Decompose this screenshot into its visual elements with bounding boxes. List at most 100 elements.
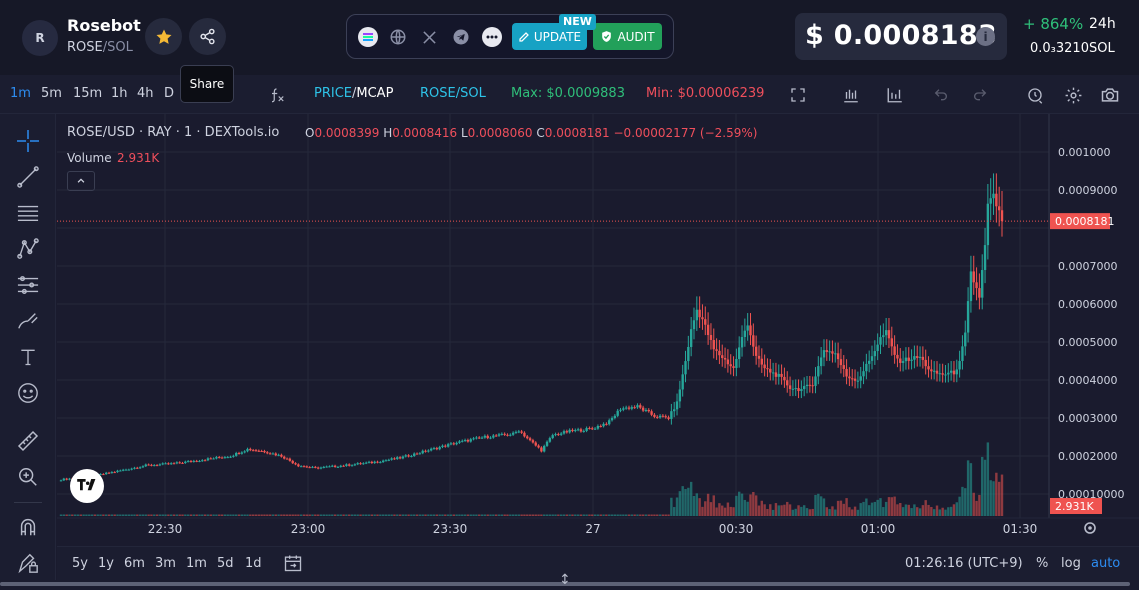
crosshair-icon[interactable]	[15, 128, 41, 154]
price-chart[interactable]: 0.001000 0.0009000 0.0007000 0.0006000 0.000…	[57, 114, 1139, 546]
indicators-icon[interactable]	[267, 84, 289, 106]
emoji-icon[interactable]	[15, 380, 41, 406]
collapse-legend-button[interactable]	[67, 171, 95, 191]
candle-body	[684, 361, 687, 375]
volume-bar	[240, 514, 244, 516]
update-button[interactable]: UPDATE	[512, 23, 587, 50]
volume-bar	[884, 501, 888, 516]
info-icon[interactable]: i	[976, 27, 995, 46]
candle-body	[102, 474, 105, 476]
text-icon[interactable]	[15, 344, 41, 370]
candle-body	[172, 463, 176, 465]
candle-body	[158, 464, 162, 466]
resize-handle-icon[interactable]: ↕	[559, 572, 571, 588]
volume-bar	[511, 514, 515, 516]
auto-toggle[interactable]: auto	[1091, 556, 1121, 571]
candle-body	[438, 447, 441, 450]
volume-bar	[656, 514, 659, 516]
volume-bar	[574, 514, 577, 516]
solana-icon[interactable]	[358, 27, 378, 47]
telegram-icon[interactable]	[451, 27, 471, 47]
candle-body	[138, 467, 142, 469]
trend-line-icon[interactable]	[15, 164, 41, 190]
candle-body	[526, 436, 529, 439]
timeframe-5m[interactable]: 5m	[41, 86, 62, 101]
timeframe-d[interactable]: D	[164, 86, 175, 101]
volume-bar	[153, 514, 156, 516]
candle-body	[503, 433, 506, 435]
candle-body	[989, 198, 992, 204]
volume-bar	[184, 514, 187, 516]
volume-bar	[633, 514, 636, 516]
settings-icon[interactable]	[1062, 84, 1084, 106]
candle-body	[712, 340, 715, 350]
pattern-icon[interactable]	[15, 236, 41, 262]
timeframe-1m[interactable]: 1m	[10, 86, 31, 101]
bar-chart-icon[interactable]	[884, 84, 906, 106]
fullscreen-icon[interactable]	[787, 84, 809, 106]
volume-bar	[769, 504, 772, 516]
range-1d[interactable]: 1d	[245, 556, 262, 571]
candle-body	[424, 450, 427, 452]
pair-toggle[interactable]: ROSE/SOL	[420, 86, 486, 101]
globe-icon[interactable]	[388, 27, 408, 47]
brush-icon[interactable]	[15, 308, 41, 334]
volume-bar	[161, 514, 164, 516]
fib-lines-icon[interactable]	[15, 200, 41, 226]
projection-icon[interactable]	[15, 272, 41, 298]
share-button[interactable]	[189, 18, 226, 55]
more-icon[interactable]	[482, 27, 502, 47]
goto-date-icon[interactable]	[283, 553, 303, 577]
volume-bar	[127, 514, 131, 516]
horizontal-scrollbar[interactable]: ↕	[0, 572, 1139, 590]
volume-bar	[517, 514, 520, 516]
timeframe-4h[interactable]: 4h	[137, 86, 154, 101]
open-key: O	[305, 126, 315, 140]
axis-settings-icon[interactable]	[1084, 522, 1096, 534]
favorite-button[interactable]	[145, 18, 182, 55]
volume-bar	[675, 497, 679, 516]
range-1m[interactable]: 1m	[186, 556, 207, 571]
clock-timezone[interactable]: 01:26:16 (UTC+9)	[905, 556, 1023, 571]
alert-icon[interactable]	[1024, 84, 1046, 106]
range-6m[interactable]: 6m	[124, 556, 145, 571]
scrollbar-track[interactable]	[0, 582, 1130, 586]
update-label: UPDATE	[533, 29, 582, 44]
tradingview-logo[interactable]	[70, 469, 104, 503]
volume-bar	[229, 514, 232, 516]
volume-bar	[212, 514, 215, 516]
percent-toggle[interactable]: %	[1036, 556, 1049, 571]
volume-bar	[865, 498, 868, 516]
candle-body	[585, 428, 588, 431]
undo-icon[interactable]	[930, 84, 952, 106]
candle-body	[268, 453, 272, 455]
candle-body	[308, 467, 311, 469]
price-mcap-toggle[interactable]: PRICE/MCAP	[314, 86, 393, 101]
candle-body	[667, 417, 670, 419]
volume-bar	[608, 514, 611, 516]
lock-drawing-icon[interactable]	[15, 550, 41, 576]
timeframe-1h[interactable]: 1h	[111, 86, 128, 101]
candle-body	[280, 454, 283, 457]
candles-icon[interactable]	[840, 84, 862, 106]
price-axis[interactable]: 0.001000 0.0009000 0.0007000 0.0006000 0.000…	[1058, 146, 1124, 501]
log-toggle[interactable]: log	[1061, 556, 1081, 571]
x-twitter-icon[interactable]	[419, 27, 439, 47]
chart-canvas[interactable]: 0.0010000.00090000.00070000.00060000.000…	[57, 114, 1139, 546]
audit-button[interactable]: AUDIT	[593, 23, 662, 50]
time-tick-label: 23:30	[433, 522, 468, 536]
camera-icon[interactable]	[1099, 84, 1121, 106]
candle-body	[260, 451, 263, 453]
timeframe-15m[interactable]: 15m	[73, 86, 103, 101]
time-axis[interactable]: 22:30 23:00 23:30 27 00:30 01:00 01:30	[148, 522, 1038, 536]
range-1y[interactable]: 1y	[98, 556, 114, 571]
range-3m[interactable]: 3m	[155, 556, 176, 571]
magnet-icon[interactable]	[15, 514, 41, 540]
zoom-in-icon[interactable]	[15, 464, 41, 490]
range-5y[interactable]: 5y	[72, 556, 88, 571]
ruler-icon[interactable]	[15, 428, 41, 454]
time-tick-label: 22:30	[148, 522, 183, 536]
candle-body	[808, 384, 812, 386]
range-5d[interactable]: 5d	[217, 556, 234, 571]
redo-icon[interactable]	[969, 84, 991, 106]
